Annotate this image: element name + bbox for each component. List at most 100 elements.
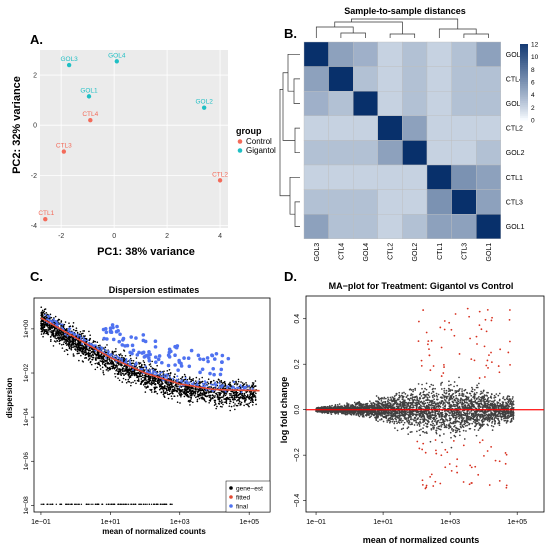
gene-estimate-point	[121, 356, 123, 359]
final-point	[110, 323, 115, 327]
ma-point	[421, 383, 423, 386]
gene-estimate-point	[149, 377, 151, 380]
gene-estimate-point	[50, 316, 53, 319]
gene-estimate-point	[132, 372, 135, 375]
gene-estimate-point	[111, 360, 114, 362]
gene-estimate-point	[156, 381, 159, 383]
gene-estimate-point	[135, 503, 137, 505]
gene-estimate-point	[84, 335, 86, 337]
ma-point	[474, 425, 476, 428]
gene-estimate-point	[51, 333, 54, 336]
ma-point	[432, 384, 435, 387]
gene-estimate-point	[248, 405, 250, 408]
colorbar-segment	[520, 53, 528, 56]
gene-estimate-point	[254, 399, 257, 402]
gene-estimate-point	[112, 364, 115, 366]
gene-estimate-point	[255, 392, 257, 395]
ma-point	[498, 392, 501, 395]
gene-estimate-point	[40, 306, 43, 308]
final-point	[76, 335, 79, 338]
dispersion-y-tick-label: 1e−06	[23, 452, 30, 471]
gene-estimate-point	[162, 389, 165, 392]
gene-estimate-point	[215, 392, 218, 395]
gene-estimate-point	[176, 387, 179, 390]
gene-estimate-point	[71, 341, 73, 343]
ma-point	[393, 420, 396, 423]
gene-estimate-point	[76, 343, 79, 345]
gene-estimate-point	[133, 371, 135, 373]
ma-xlabel: mean of normalized counts	[363, 535, 480, 545]
final-point	[141, 367, 144, 370]
gene-estimate-point	[115, 364, 118, 367]
gene-estimate-point	[58, 329, 60, 332]
gene-estimate-point	[124, 354, 127, 357]
final-point	[153, 355, 158, 359]
gene-estimate-point	[216, 396, 219, 398]
ma-point	[461, 388, 463, 390]
gene-estimate-point	[198, 378, 201, 380]
gene-estimate-point	[219, 405, 222, 408]
heatmap-cell	[377, 115, 403, 141]
ma-point	[480, 390, 482, 393]
pca-point	[201, 105, 207, 110]
gene-estimate-point	[201, 376, 204, 379]
gene-estimate-point	[191, 393, 194, 395]
gene-estimate-point	[153, 379, 156, 382]
gene-estimate-point	[212, 395, 215, 397]
gene-estimate-point	[189, 396, 191, 398]
dispersion-legend-swatch	[229, 486, 233, 490]
gene-estimate-point	[159, 384, 162, 387]
gene-estimate-point	[244, 401, 246, 403]
colorbar-segment	[520, 63, 528, 66]
gene-estimate-point	[89, 349, 91, 352]
gene-estimate-point	[164, 392, 167, 395]
final-point	[147, 358, 152, 363]
gene-estimate-point	[85, 353, 88, 356]
gene-estimate-point	[160, 386, 163, 388]
ma-point	[493, 394, 496, 397]
gene-estimate-point	[145, 386, 148, 388]
gene-estimate-point	[43, 326, 46, 328]
gene-estimate-point	[132, 381, 134, 384]
heatmap-cell	[353, 140, 379, 166]
gene-estimate-point	[70, 345, 72, 347]
heatmap-col-label: CTL1	[437, 243, 444, 260]
gene-estimate-point	[192, 388, 195, 390]
gene-estimate-point	[225, 399, 228, 402]
final-point	[240, 386, 243, 389]
heatmap-cell	[451, 164, 477, 190]
gene-estimate-point	[106, 360, 108, 363]
gene-estimate-point	[144, 375, 147, 378]
gene-estimate-point	[54, 327, 57, 330]
gene-estimate-point	[66, 353, 69, 356]
gene-estimate-point	[251, 384, 254, 387]
colorbar-segment	[520, 99, 528, 102]
final-point	[131, 348, 136, 353]
heatmap-cell	[426, 189, 452, 215]
gene-estimate-point	[108, 360, 111, 362]
final-point	[201, 382, 204, 385]
gene-estimate-point	[77, 503, 79, 505]
gene-estimate-point	[213, 404, 216, 406]
final-point	[157, 354, 162, 358]
gene-estimate-point	[212, 379, 215, 382]
ma-point	[338, 403, 341, 405]
ma-point	[491, 420, 494, 423]
dendrogram-branch	[294, 127, 300, 154]
final-point	[46, 314, 49, 317]
gene-estimate-point	[180, 377, 182, 380]
final-point	[120, 343, 125, 347]
ma-point	[394, 417, 397, 420]
gene-estimate-point	[55, 331, 58, 333]
ma-point	[419, 418, 422, 421]
gene-estimate-point	[241, 392, 244, 395]
heatmap-cell	[402, 213, 428, 239]
heatmap-cell	[426, 140, 452, 166]
gene-estimate-point	[238, 402, 240, 405]
gene-estimate-point	[169, 383, 172, 386]
final-point	[206, 384, 209, 387]
ma-point	[386, 421, 389, 423]
gene-estimate-point	[243, 397, 246, 400]
final-point	[153, 345, 158, 349]
gene-estimate-point	[64, 321, 67, 323]
